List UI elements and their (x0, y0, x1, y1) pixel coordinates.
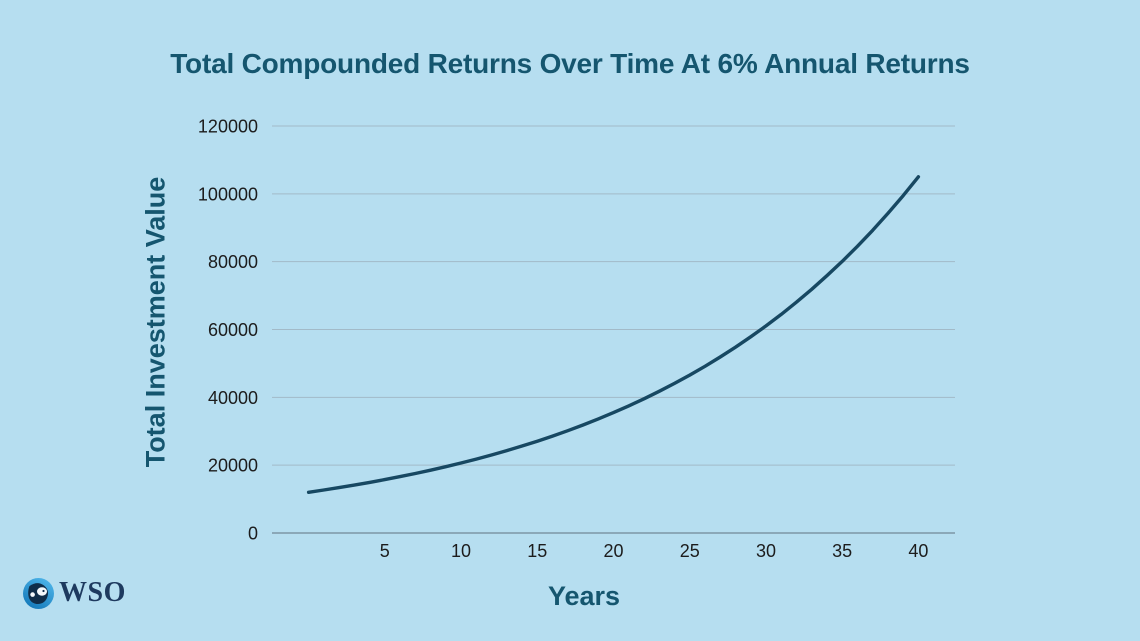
logo-white-shape (37, 586, 47, 596)
y-tick-label: 80000 (208, 252, 258, 272)
y-tick-label: 120000 (198, 117, 258, 137)
x-tick-label: 30 (756, 541, 776, 561)
wso-logo-text: WSO (59, 577, 126, 608)
y-tick-label: 60000 (208, 320, 258, 340)
logo-eye-dot (42, 589, 45, 592)
y-tick-label: 40000 (208, 388, 258, 408)
x-axis-title: Years (547, 581, 621, 611)
y-tick-label: 0 (248, 524, 258, 544)
investment-growth-line (306, 175, 921, 494)
x-tick-label: 5 (380, 541, 390, 561)
x-tick-label: 15 (527, 541, 547, 561)
x-tick-label: 10 (451, 541, 471, 561)
x-tick-label: 35 (832, 541, 852, 561)
chart-title: Total Compounded Returns Over Time At 6%… (170, 48, 970, 79)
x-tick-label: 20 (603, 541, 623, 561)
wso-logo: WSO (23, 577, 126, 609)
x-tick-label: 25 (680, 541, 700, 561)
y-tick-label: 100000 (198, 184, 258, 204)
wso-globe-icon (23, 577, 54, 609)
y-tick-label: 20000 (208, 456, 258, 476)
logo-white-dot (30, 591, 35, 597)
x-tick-label: 40 (908, 541, 928, 561)
